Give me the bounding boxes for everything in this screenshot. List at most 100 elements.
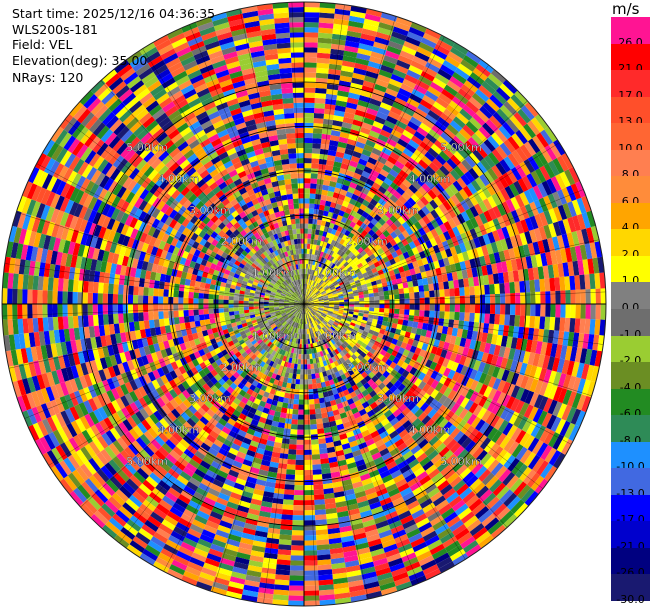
velocity-gate xyxy=(260,167,269,175)
velocity-gate xyxy=(369,56,384,65)
velocity-gate xyxy=(323,296,329,299)
velocity-gate xyxy=(250,234,257,242)
velocity-gate xyxy=(339,75,353,83)
velocity-gate xyxy=(215,177,225,186)
velocity-gate xyxy=(312,281,316,287)
velocity-gate xyxy=(306,295,310,300)
velocity-gate xyxy=(361,236,369,244)
velocity-gate xyxy=(492,111,506,126)
velocity-gate xyxy=(355,282,362,287)
velocity-gate xyxy=(127,304,134,314)
velocity-gate xyxy=(227,13,244,23)
velocity-gate xyxy=(253,214,261,222)
velocity-gate xyxy=(151,172,162,184)
velocity-gate xyxy=(269,282,275,287)
velocity-gate xyxy=(232,229,241,237)
velocity-gate xyxy=(320,274,325,280)
velocity-gate xyxy=(164,216,174,226)
velocity-gate xyxy=(172,151,184,162)
velocity-gate xyxy=(173,118,187,129)
velocity-gate xyxy=(288,229,293,236)
velocity-gate xyxy=(311,275,315,281)
velocity-gate xyxy=(160,203,170,214)
velocity-gate xyxy=(276,200,284,207)
velocity-gate xyxy=(279,72,293,79)
velocity-gate xyxy=(138,112,152,125)
velocity-gate xyxy=(281,87,293,94)
velocity-gate xyxy=(290,295,296,299)
velocity-gate xyxy=(316,266,321,272)
velocity-gate xyxy=(193,315,200,322)
velocity-gate xyxy=(322,210,329,217)
velocity-gate xyxy=(132,104,146,117)
velocity-gate xyxy=(195,16,213,27)
velocity-gate xyxy=(222,240,230,248)
velocity-gate xyxy=(460,232,469,243)
velocity-gate xyxy=(278,259,284,265)
velocity-gate xyxy=(307,228,312,234)
velocity-gate xyxy=(228,311,235,316)
velocity-gate xyxy=(367,229,376,237)
velocity-gate xyxy=(172,94,186,106)
velocity-gate xyxy=(364,239,372,247)
velocity-gate xyxy=(378,291,385,297)
velocity-gate xyxy=(439,289,445,297)
velocity-gate xyxy=(273,250,279,257)
velocity-gate xyxy=(166,28,184,40)
velocity-gate xyxy=(537,266,545,280)
velocity-gate xyxy=(212,17,229,27)
velocity-gate xyxy=(291,295,296,299)
velocity-gate xyxy=(304,223,309,229)
velocity-gate xyxy=(354,237,362,245)
velocity-gate xyxy=(267,208,275,215)
velocity-gate xyxy=(180,107,194,119)
velocity-gate xyxy=(366,190,376,199)
velocity-gate xyxy=(139,188,150,200)
velocity-gate xyxy=(320,268,325,274)
velocity-gate xyxy=(327,293,333,297)
velocity-gate xyxy=(332,293,339,297)
velocity-gate xyxy=(330,239,336,246)
velocity-gate xyxy=(318,299,324,302)
velocity-gate xyxy=(389,294,395,300)
velocity-gate xyxy=(314,198,321,205)
velocity-gate xyxy=(183,304,189,311)
velocity-gate xyxy=(115,105,129,119)
velocity-gate xyxy=(310,280,314,286)
velocity-gate xyxy=(564,247,573,263)
velocity-gate xyxy=(274,283,280,288)
velocity-gate xyxy=(62,278,69,292)
velocity-gate xyxy=(198,115,211,126)
velocity-gate xyxy=(259,261,265,267)
velocity-gate xyxy=(438,233,447,243)
velocity-gate xyxy=(269,224,276,231)
velocity-gate xyxy=(295,298,300,302)
velocity-gate xyxy=(492,205,502,219)
velocity-gate xyxy=(288,271,292,278)
velocity-gate xyxy=(315,224,321,231)
velocity-gate xyxy=(62,304,68,317)
velocity-gate xyxy=(379,101,393,111)
velocity-gate xyxy=(107,180,119,194)
velocity-gate xyxy=(307,223,313,229)
velocity-gate xyxy=(484,284,490,295)
velocity-gate xyxy=(291,183,298,189)
velocity-gate xyxy=(366,214,374,222)
velocity-gate xyxy=(67,120,82,136)
velocity-gate xyxy=(189,40,205,52)
velocity-gate xyxy=(458,278,465,288)
velocity-gate xyxy=(245,82,258,91)
velocity-gate xyxy=(273,284,279,289)
velocity-gate xyxy=(469,116,482,130)
velocity-gate xyxy=(505,237,514,250)
velocity-gate xyxy=(261,141,271,149)
velocity-gate xyxy=(442,176,453,187)
velocity-gate xyxy=(345,143,356,151)
velocity-gate xyxy=(318,286,323,291)
velocity-gate xyxy=(251,254,258,261)
velocity-gate xyxy=(288,283,293,289)
velocity-gate xyxy=(251,271,258,277)
velocity-gate xyxy=(116,158,128,171)
velocity-gate xyxy=(203,304,209,310)
velocity-gate xyxy=(233,243,241,251)
